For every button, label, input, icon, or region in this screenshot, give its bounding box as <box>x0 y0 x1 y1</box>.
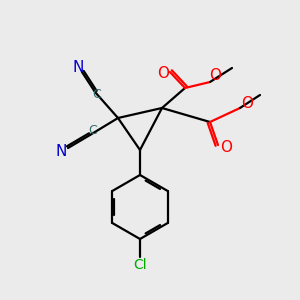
Text: O: O <box>157 65 169 80</box>
Text: C: C <box>93 88 101 101</box>
Text: N: N <box>72 59 84 74</box>
Text: O: O <box>241 95 253 110</box>
Text: N: N <box>55 143 67 158</box>
Text: C: C <box>88 124 98 137</box>
Text: O: O <box>209 68 221 83</box>
Text: O: O <box>220 140 232 155</box>
Text: Cl: Cl <box>133 258 147 272</box>
